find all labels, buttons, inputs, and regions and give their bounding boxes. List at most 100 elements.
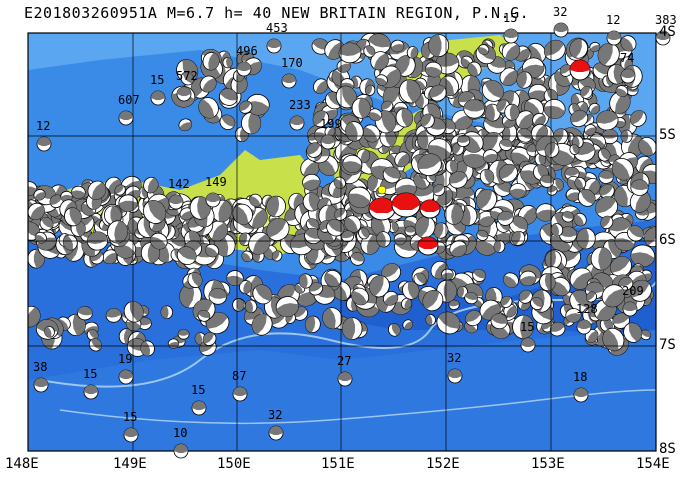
lat-label-6s: 6S bbox=[659, 232, 676, 248]
beachball bbox=[448, 299, 460, 311]
beachball bbox=[208, 288, 227, 305]
highlight-beachball bbox=[391, 192, 421, 218]
beachball-layer bbox=[28, 33, 656, 357]
highlight-beachball bbox=[417, 236, 439, 256]
beachball bbox=[543, 98, 566, 119]
beachball bbox=[382, 290, 399, 306]
beachball bbox=[588, 102, 601, 115]
beachball bbox=[107, 220, 128, 244]
beachball bbox=[520, 337, 536, 353]
beachball bbox=[324, 269, 342, 288]
magnitude-label: 170 bbox=[281, 56, 303, 70]
beachball bbox=[422, 289, 444, 312]
beachball bbox=[118, 110, 134, 126]
magnitude-label: 149 bbox=[205, 175, 227, 189]
beachball bbox=[83, 384, 99, 400]
beachball bbox=[324, 125, 336, 138]
beachball bbox=[395, 108, 414, 128]
beachball bbox=[601, 284, 626, 308]
beachball bbox=[559, 64, 573, 77]
beachball bbox=[320, 134, 336, 150]
magnitude-label: 32 bbox=[268, 408, 282, 422]
lon-label-149e: 149E bbox=[113, 456, 147, 472]
beachball bbox=[271, 250, 283, 262]
beachball bbox=[179, 283, 202, 309]
beachball bbox=[576, 319, 592, 335]
magnitude-label: 199 bbox=[320, 117, 342, 131]
beachball bbox=[597, 42, 620, 67]
beachball bbox=[544, 250, 562, 269]
beachball bbox=[612, 312, 630, 329]
beachball bbox=[590, 246, 612, 271]
beachball bbox=[363, 45, 376, 58]
beachball bbox=[444, 203, 464, 225]
beachball bbox=[39, 217, 54, 231]
beachball bbox=[178, 118, 193, 132]
beachball bbox=[176, 246, 197, 265]
beachball bbox=[432, 184, 446, 197]
beachball bbox=[623, 322, 643, 343]
beachball bbox=[232, 298, 245, 312]
event-title: E201803260951A M=6.7 h= 40 NEW BRITAIN R… bbox=[24, 4, 530, 22]
beachball bbox=[428, 34, 450, 58]
beachball bbox=[358, 227, 370, 240]
beachball bbox=[569, 38, 588, 59]
beachball bbox=[447, 368, 463, 384]
beachball bbox=[539, 174, 555, 188]
beachball bbox=[478, 44, 490, 55]
beachball bbox=[268, 425, 284, 441]
beachball bbox=[311, 38, 330, 55]
beachball bbox=[585, 291, 598, 303]
highlight-beachball bbox=[419, 199, 441, 219]
beachball bbox=[417, 153, 442, 176]
beachball bbox=[606, 30, 622, 46]
beachball bbox=[482, 149, 498, 164]
beachball bbox=[189, 196, 211, 220]
beachball bbox=[465, 310, 482, 327]
beachball bbox=[381, 100, 394, 113]
beachball bbox=[467, 61, 482, 77]
beachball bbox=[528, 83, 548, 102]
beachball bbox=[306, 142, 323, 158]
beachball bbox=[239, 280, 252, 294]
magnitude-label: 383 bbox=[655, 13, 677, 27]
lon-label-148e: 148E bbox=[5, 456, 39, 472]
beachball bbox=[394, 151, 410, 168]
beachball bbox=[173, 443, 189, 459]
beachball bbox=[599, 183, 615, 199]
beachball bbox=[177, 328, 190, 340]
beachball bbox=[573, 387, 589, 403]
beachball bbox=[475, 189, 498, 212]
beachball bbox=[308, 282, 323, 296]
magnitude-label: 18 bbox=[573, 370, 587, 384]
beachball bbox=[205, 192, 221, 208]
beachball bbox=[580, 86, 593, 99]
beachball bbox=[490, 313, 508, 330]
beachball bbox=[370, 51, 389, 71]
magnitude-label: 15 bbox=[520, 320, 534, 334]
beachball bbox=[191, 400, 207, 416]
beachball bbox=[535, 203, 556, 222]
beachball bbox=[544, 142, 560, 158]
beachball bbox=[499, 138, 513, 151]
highlight-events bbox=[368, 59, 591, 256]
beachball bbox=[601, 129, 619, 145]
beachball bbox=[449, 240, 468, 258]
magnitude-label: 15 bbox=[123, 410, 137, 424]
beachball bbox=[219, 88, 238, 106]
beachball bbox=[266, 38, 282, 54]
beachball bbox=[456, 134, 471, 148]
beachball bbox=[114, 184, 126, 196]
beachball bbox=[573, 212, 587, 227]
beachball bbox=[509, 215, 528, 234]
beachball bbox=[532, 112, 546, 127]
beachball bbox=[414, 216, 436, 239]
beachball bbox=[543, 39, 566, 61]
beachball bbox=[239, 100, 253, 114]
beachball bbox=[36, 136, 52, 152]
magnitude-label: 496 bbox=[236, 44, 258, 58]
beachball bbox=[202, 332, 217, 346]
beachball bbox=[436, 311, 461, 335]
beachball bbox=[630, 244, 656, 268]
beachball bbox=[33, 377, 49, 393]
